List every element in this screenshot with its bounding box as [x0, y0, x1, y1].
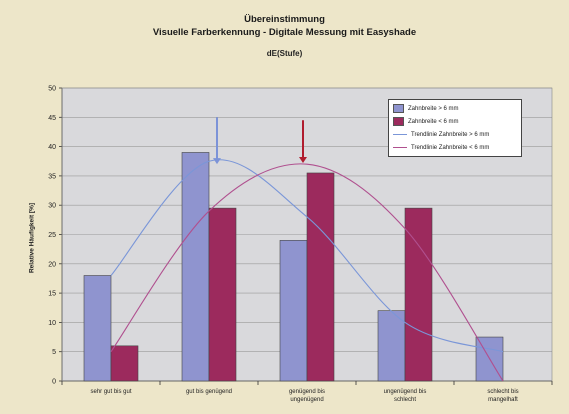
x-tick-label-3-1: schlecht: [394, 397, 416, 403]
x-tick-label-3-0: ungenügend bis: [384, 389, 427, 395]
legend-item-series-2: Zahnbreite < 6 mm: [393, 116, 459, 127]
y-tick-label-30: 30: [48, 203, 56, 210]
bar-series-1-cat-2: [181, 152, 210, 382]
x-tick-label-1-0: gut bis genügend: [186, 389, 232, 395]
x-tick-label-4-0: schlecht bis: [487, 389, 518, 395]
bar-series-1-cat-3: [279, 240, 308, 382]
y-tick-label-40: 40: [48, 144, 56, 151]
legend-swatch-series-1: [393, 104, 404, 113]
y-tick-label-15: 15: [48, 291, 56, 298]
legend-label-series-1: Zahnbreite > 6 mm: [408, 105, 459, 112]
chart-subtitle: dE(Stufe): [266, 49, 303, 58]
bar-series-2-cat-2: [208, 207, 237, 382]
y-tick-label-45: 45: [48, 115, 56, 122]
y-tick-label-25: 25: [48, 232, 56, 239]
y-tick-label-35: 35: [48, 173, 56, 180]
chart-title-line1: Übereinstimmung: [244, 14, 325, 25]
legend-label-series-2: Zahnbreite < 6 mm: [408, 118, 459, 125]
legend-item-trend-2: Trendlinie Zahnbreite < 6 mm: [393, 142, 489, 153]
arrow-head-2: [299, 157, 307, 164]
legend-label-trend-2: Trendlinie Zahnbreite < 6 mm: [411, 144, 490, 151]
arrow-head-1: [213, 158, 221, 165]
bar-series-1-cat-1: [83, 275, 112, 382]
y-axis-label: Relative Häufigkeit [%]: [28, 202, 36, 274]
y-tick-label-20: 20: [48, 261, 56, 268]
trendline-1: [110, 159, 504, 353]
legend-line-trend-2: [393, 147, 407, 148]
trendline-2: [110, 163, 504, 382]
legend-label-trend-1: Trendlinie Zahnbreite > 6 mm: [411, 131, 490, 138]
legend-line-trend-1: [393, 134, 407, 135]
legend-swatch-series-2: [393, 117, 404, 126]
chart-title-line2: Visuelle Farberkennung - Digitale Messun…: [152, 27, 417, 38]
y-tick-label-50: 50: [48, 86, 56, 93]
y-tick-label-5: 5: [52, 349, 56, 356]
x-tick-label-2-0: genügend bis: [289, 389, 325, 395]
y-tick-label-0: 0: [52, 379, 56, 386]
bar-series-2-cat-4: [404, 207, 433, 382]
legend-item-trend-1: Trendlinie Zahnbreite > 6 mm: [393, 129, 489, 140]
bar-series-1-cat-4: [377, 310, 406, 382]
y-tick-label-10: 10: [48, 320, 56, 327]
legend: Zahnbreite > 6 mm Zahnbreite < 6 mm Tren…: [388, 99, 522, 157]
x-tick-label-4-1: mangelhaft: [488, 397, 518, 403]
bar-series-2-cat-3: [306, 172, 335, 382]
x-tick-label-2-1: ungenügend: [290, 397, 323, 403]
bar-series-2-cat-1: [110, 345, 139, 382]
legend-item-series-1: Zahnbreite > 6 mm: [393, 103, 459, 114]
x-tick-label-0-0: sehr gut bis gut: [90, 389, 131, 395]
